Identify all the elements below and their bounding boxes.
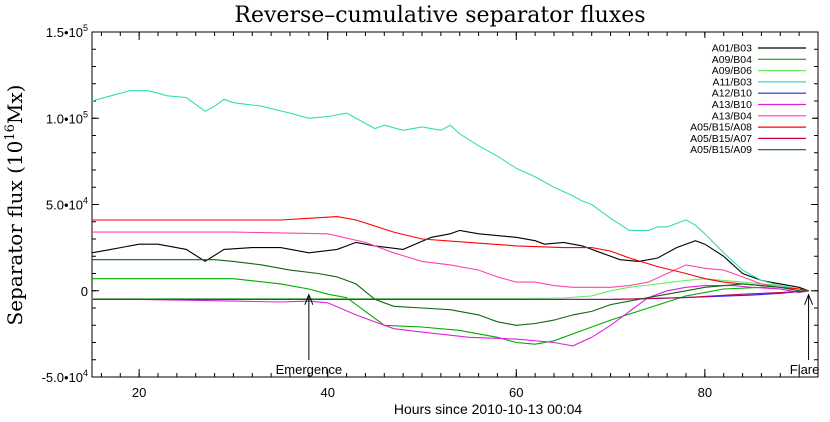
x-tick-label: 60 <box>509 385 523 400</box>
series-line-a11-b03 <box>91 90 809 292</box>
y-tick-label-base: 5.0•10 <box>46 198 83 213</box>
y-axis-label-unit: Mx) <box>3 85 27 125</box>
y-axis-label-exponent: 16 <box>3 124 18 141</box>
annotation-label: Emergence <box>276 362 342 377</box>
series-lines <box>91 90 809 347</box>
legend-label: A05/B15/A09 <box>690 144 752 156</box>
y-tick-label: 5.0•104 <box>46 196 88 213</box>
legend-label: A09/B04 <box>712 54 752 66</box>
x-tick-label: 40 <box>320 385 334 400</box>
x-axis-label: Hours since 2010-10-13 00:04 <box>394 401 583 417</box>
x-tick-label: 20 <box>132 385 146 400</box>
y-tick-label-exponent: 4 <box>83 368 88 378</box>
chart-title: Reverse–cumulative separator fluxes <box>234 3 645 28</box>
y-tick-label: 1.5•105 <box>46 23 88 40</box>
series-line-a13-b10 <box>92 285 809 347</box>
series-line-a01-b03 <box>91 229 809 292</box>
y-tick-label: -5.0•104 <box>42 368 88 385</box>
x-tick-label: 80 <box>698 385 712 400</box>
annotation-arrow-head <box>804 293 814 305</box>
annotation-label: Flare <box>790 362 820 377</box>
legend-label: A05/B15/A07 <box>690 133 752 145</box>
legend-label: A13/B10 <box>712 99 752 111</box>
legend-label: A11/B03 <box>712 76 752 88</box>
legend-label: A05/B15/A08 <box>690 122 752 134</box>
annotation-arrow-head <box>304 293 314 305</box>
y-tick-label: 0 <box>81 284 88 299</box>
y-tick-label-base: 1.0•10 <box>46 111 83 126</box>
y-tick-label-base: 1.5•10 <box>46 25 83 40</box>
y-tick-label-exponent: 5 <box>83 23 88 33</box>
y-tick-label-base: 0 <box>81 284 88 299</box>
legend-label: A12/B10 <box>712 88 752 100</box>
series-line-a09-b06 <box>92 278 809 300</box>
y-tick-label-exponent: 5 <box>83 109 88 119</box>
y-axis-label: Separator flux (1016Mx) <box>3 85 27 326</box>
series-line-a13-b04 <box>92 231 809 292</box>
legend-label: A01/B03 <box>712 43 752 55</box>
legend-items: A01/B03A09/B04A09/B06A11/B03A12/B10A13/B… <box>690 43 806 156</box>
annotations: Emergence Flare <box>276 293 820 377</box>
y-axis-label-main: Separator flux (10 <box>3 141 27 326</box>
legend-background <box>676 38 812 160</box>
legend-label: A13/B04 <box>712 110 752 122</box>
legend: A01/B03A09/B04A09/B06A11/B03A12/B10A13/B… <box>676 38 812 160</box>
series-line-a09-b04 <box>92 278 809 345</box>
series-line-a05-b15-a07 <box>92 290 809 300</box>
series-line-a05-b15-a08 <box>92 216 809 292</box>
y-tick-label: 1.0•105 <box>46 109 88 126</box>
y-tick-label-base: -5.0•10 <box>42 370 83 385</box>
y-tick-label-exponent: 4 <box>83 196 88 206</box>
series-line-a05-b15-a09 <box>92 259 809 326</box>
legend-label: A09/B06 <box>712 65 752 77</box>
